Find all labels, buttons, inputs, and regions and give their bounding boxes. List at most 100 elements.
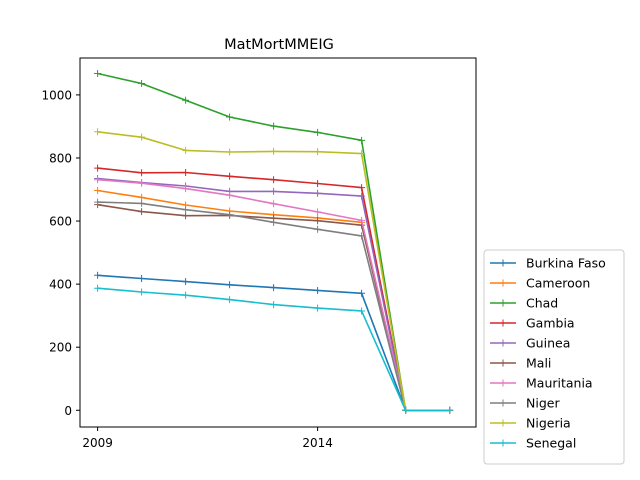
legend-item: Cameroon (490, 276, 590, 291)
data-point (314, 208, 322, 216)
data-point (94, 69, 102, 77)
legend-marker (499, 299, 507, 307)
data-point (182, 206, 190, 214)
data-point (182, 278, 190, 286)
data-point (94, 198, 102, 206)
series-chad (94, 69, 454, 414)
data-point (270, 187, 278, 195)
data-point (314, 304, 322, 312)
legend-marker (499, 399, 507, 407)
data-point (358, 150, 366, 158)
data-point (94, 284, 102, 292)
y-tick-label: 0 (64, 404, 72, 418)
y-axis: 0 200 400 600 800 1000 (41, 88, 80, 418)
legend-item: Chad (490, 296, 558, 311)
y-tick-label: 600 (49, 215, 72, 229)
y-tick-label: 1000 (41, 88, 72, 102)
data-point (358, 307, 366, 315)
legend-box (483, 249, 625, 465)
legend-label: Gambia (526, 316, 575, 331)
data-point (138, 169, 146, 177)
data-point (138, 199, 146, 207)
data-point (226, 281, 234, 289)
legend-marker (499, 359, 507, 367)
legend-label: Mali (526, 356, 551, 371)
data-point (182, 291, 190, 299)
legend-label: Burkina Faso (526, 256, 606, 271)
legend-item: Mali (490, 356, 551, 371)
series-nigeria (94, 128, 454, 414)
data-point (270, 147, 278, 155)
data-point (226, 191, 234, 199)
data-point (182, 185, 190, 193)
data-point (314, 286, 322, 294)
legend-marker (499, 319, 507, 327)
data-point (358, 136, 366, 144)
data-point (314, 225, 322, 233)
data-point (314, 128, 322, 136)
legend: Burkina Faso Cameroon Chad Gambia Guinea Mali… (483, 249, 625, 465)
legend-item: Mauritania (490, 376, 593, 391)
data-point (226, 211, 234, 219)
plot-area (79, 57, 477, 428)
legend-label: Guinea (526, 336, 570, 351)
y-tick-label: 800 (49, 151, 72, 165)
x-tick-label: 2014 (302, 436, 333, 450)
legend-marker (499, 379, 507, 387)
y-tick-label: 200 (49, 341, 72, 355)
data-point (358, 289, 366, 297)
data-point (138, 133, 146, 141)
data-point (358, 232, 366, 240)
y-tick-label: 400 (49, 278, 72, 292)
data-point (226, 113, 234, 121)
data-point (226, 148, 234, 156)
data-point (94, 271, 102, 279)
data-point (270, 200, 278, 208)
data-point (402, 406, 410, 414)
x-axis: 2009 2014 (82, 427, 333, 450)
data-point (138, 208, 146, 216)
data-point (182, 96, 190, 104)
data-point (138, 274, 146, 282)
data-point (358, 192, 366, 200)
legend-item: Burkina Faso (490, 256, 606, 271)
data-point (270, 176, 278, 184)
data-point (138, 288, 146, 296)
data-point (358, 216, 366, 224)
legend-marker (499, 279, 507, 287)
legend-marker (499, 259, 507, 267)
legend-label: Nigeria (526, 416, 571, 431)
data-point (138, 179, 146, 187)
legend-item: Senegal (490, 436, 576, 451)
data-point (226, 296, 234, 304)
data-point (94, 176, 102, 184)
data-point (182, 168, 190, 176)
data-point (446, 406, 454, 414)
legend-marker (499, 339, 507, 347)
data-point (94, 164, 102, 172)
x-tick-label: 2009 (82, 436, 113, 450)
legend-label: Cameroon (526, 276, 590, 291)
legend-item: Nigeria (490, 416, 571, 431)
data-point (94, 128, 102, 136)
data-point (314, 180, 322, 188)
data-point (358, 184, 366, 192)
data-point (270, 122, 278, 130)
legend-marker (499, 419, 507, 427)
legend-marker (499, 439, 507, 447)
legend-label: Chad (526, 296, 558, 311)
data-point (270, 301, 278, 309)
data-point (314, 189, 322, 197)
legend-label: Niger (526, 396, 560, 411)
legend-label: Senegal (526, 436, 576, 451)
chart-title: MatMortMMEIG (224, 37, 334, 53)
data-point (182, 212, 190, 220)
data-point (138, 193, 146, 201)
legend-label: Mauritania (526, 376, 593, 391)
legend-item: Guinea (490, 336, 570, 351)
data-point (94, 186, 102, 194)
data-point (138, 80, 146, 88)
data-point (270, 218, 278, 226)
series-layer (94, 69, 454, 414)
